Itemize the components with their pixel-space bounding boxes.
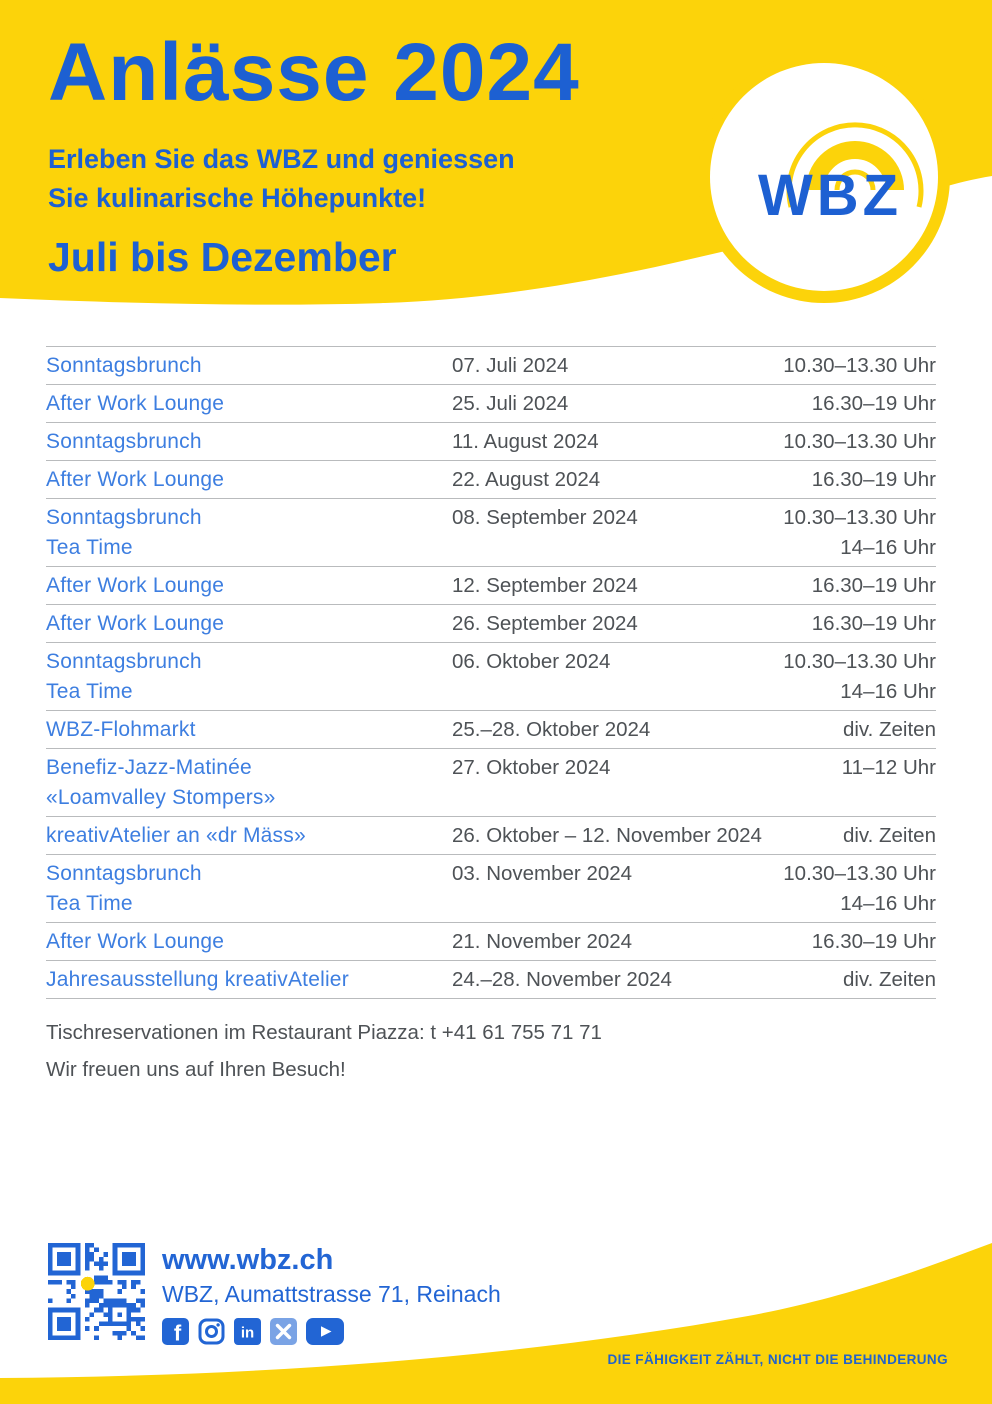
event-time: 10.30–13.30 Uhr [783,862,936,885]
table-row: After Work Lounge 25. Juli 2024 16.30–19 U… [46,384,936,422]
svg-text:f: f [174,1321,182,1346]
event-name: Benefiz-Jazz-Matinée [46,756,252,779]
event-date: 25.–28. Oktober 2024 [452,718,651,741]
event-date: 07. Juli 2024 [452,354,569,377]
table-row: After Work Lounge 21. November 2024 16.30–… [46,922,936,960]
event-time: 14–16 Uhr [840,680,936,703]
notes: Tischreservationen im Restaurant Piazza:… [46,1014,936,1088]
svg-text:in: in [241,1325,254,1342]
event-date: 08. September 2024 [452,506,638,529]
event-name: After Work Lounge [46,612,225,635]
youtube-icon[interactable] [306,1318,344,1345]
event-name: kreativAtelier an «dr Mäss» [46,824,306,847]
table-row: Sonntagsbrunch Tea Time 03. November 2024 1… [46,854,936,922]
logo-sun-arch-icon [786,122,924,208]
event-name: After Work Lounge [46,574,225,597]
event-name: After Work Lounge [46,392,225,415]
event-time: 14–16 Uhr [840,536,936,559]
footer: www.wbz.ch WBZ, Aumattstrasse 71, Reinac… [48,1243,501,1345]
event-name: After Work Lounge [46,468,225,491]
table-row: After Work Lounge 22. August 2024 16.30–19… [46,460,936,498]
event-time: div. Zeiten [842,968,936,991]
table-row: After Work Lounge 12. September 2024 16.30… [46,566,936,604]
event-name: Tea Time [46,892,133,915]
table-row: Sonntagsbrunch 07. Juli 2024 10.30–13.30 U… [46,346,936,384]
table-row: Sonntagsbrunch Tea Time 06. Oktober 2024 10… [46,642,936,710]
event-name: Tea Time [46,680,133,703]
event-time: 16.30–19 Uhr [811,574,936,597]
table-row: Sonntagsbrunch 11. August 2024 10.30–13.30… [46,422,936,460]
event-time: 16.30–19 Uhr [811,930,936,953]
event-time: 16.30–19 Uhr [811,468,936,491]
event-time: 14–16 Uhr [840,892,936,915]
header-banner: WBZ [0,0,992,305]
event-date: 03. November 2024 [452,862,633,885]
social-icons: f in [162,1318,501,1345]
logo-wordmark: WBZ [758,163,902,228]
address-text: WBZ, Aumattstrasse 71, Reinach [162,1281,501,1307]
event-date: 27. Oktober 2024 [452,756,611,779]
table-row: Sonntagsbrunch Tea Time 08. September 2024… [46,498,936,566]
page-title: Anlässe 2024 [48,27,580,118]
event-name: «Loamvalley Stompers» [46,786,276,809]
event-name: After Work Lounge [46,930,225,953]
x-icon[interactable] [270,1318,297,1345]
event-date: 11. August 2024 [452,430,599,453]
event-time: 10.30–13.30 Uhr [783,650,936,673]
linkedin-icon[interactable]: in [234,1318,261,1345]
subtitle-line-1: Erleben Sie das WBZ und geniessen [48,144,515,174]
bottom-wave-shape [0,1243,992,1404]
slogan: DIE FÄHIGKEIT ZÄHLT, NICHT DIE BEHINDERU… [607,1352,948,1367]
table-row: After Work Lounge 26. September 2024 16.30… [46,604,936,642]
event-date: 26. September 2024 [452,612,638,635]
event-name: Tea Time [46,536,133,559]
event-date: 06. Oktober 2024 [452,650,611,673]
table-row: Jahresausstellung kreativAtelier 24.–28. … [46,960,936,998]
instagram-icon[interactable] [198,1318,225,1345]
event-name: Sonntagsbrunch [46,430,202,453]
event-time: 11–12 Uhr [841,756,936,779]
table-row: kreativAtelier an «dr Mäss» 26. Oktober –… [46,816,936,854]
event-name: Sonntagsbrunch [46,354,202,377]
reservation-note: Tischreservationen im Restaurant Piazza:… [46,1021,602,1044]
event-name: WBZ-Flohmarkt [46,718,196,741]
event-date: 12. September 2024 [452,574,638,597]
event-time: 10.30–13.30 Uhr [783,354,936,377]
bottom-banner [0,1243,992,1404]
event-time: 16.30–19 Uhr [811,392,936,415]
welcome-note: Wir freuen uns auf Ihren Besuch! [46,1058,346,1081]
website-link[interactable]: www.wbz.ch [162,1244,334,1276]
event-time: 10.30–13.30 Uhr [783,506,936,529]
facebook-icon[interactable]: f [162,1318,189,1345]
qr-center-dot [80,1276,95,1291]
event-name: Jahresausstellung kreativAtelier [46,968,349,991]
event-date: 21. November 2024 [452,930,633,953]
event-date: 22. August 2024 [452,468,601,491]
event-date: 25. Juli 2024 [452,392,569,415]
table-row: Benefiz-Jazz-Matinée «Loamvalley Stompers… [46,748,936,816]
period-heading: Juli bis Dezember [48,234,397,280]
event-time: div. Zeiten [842,718,936,741]
event-name: Sonntagsbrunch [46,862,202,885]
table-row: WBZ-Flohmarkt 25.–28. Oktober 2024 div. Ze… [46,710,936,748]
events-table: Sonntagsbrunch 07. Juli 2024 10.30–13.30 U… [46,346,936,999]
event-name: Sonntagsbrunch [46,650,202,673]
event-date: 24.–28. November 2024 [452,968,672,991]
event-time: 16.30–19 Uhr [811,612,936,635]
event-time: div. Zeiten [842,824,936,847]
subtitle-line-2: Sie kulinarische Höhepunkte! [48,183,427,213]
event-name: Sonntagsbrunch [46,506,202,529]
event-time: 10.30–13.30 Uhr [783,430,936,453]
event-date: 26. Oktober – 12. November 2024 [452,824,762,847]
qr-code [48,1243,145,1340]
